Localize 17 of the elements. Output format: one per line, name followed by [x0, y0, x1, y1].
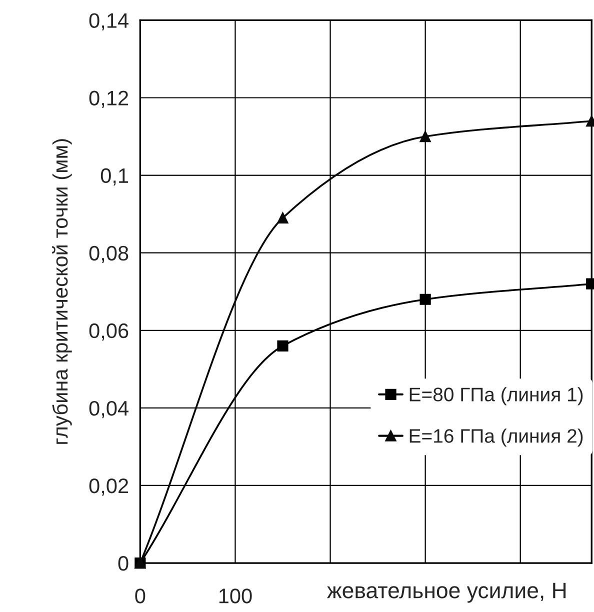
point	[420, 130, 431, 142]
y-tick-label: 0,1	[100, 168, 128, 186]
y-tick-label: 0,14	[89, 13, 128, 30]
y-tick-label: 0,12	[89, 90, 128, 108]
y-axis-title: глубина критической точки (мм)	[52, 139, 72, 444]
point	[420, 294, 431, 305]
y-tick-label: 0,08	[89, 246, 128, 264]
legend-label: E=16 ГПа (линия 2)	[410, 428, 583, 447]
x-tick-label: 100	[219, 588, 252, 604]
y-tick-label: 0,04	[89, 400, 128, 418]
y-tick-label: 0,06	[89, 323, 128, 341]
y-tick-label: 0	[118, 556, 128, 571]
y-tick-label: 0,02	[89, 478, 128, 496]
point	[277, 340, 288, 352]
legend-label: E=80 ГПа (линия 1)	[410, 387, 583, 406]
point	[277, 212, 288, 224]
x-axis-title: жевательное усилие, Н	[327, 582, 566, 603]
